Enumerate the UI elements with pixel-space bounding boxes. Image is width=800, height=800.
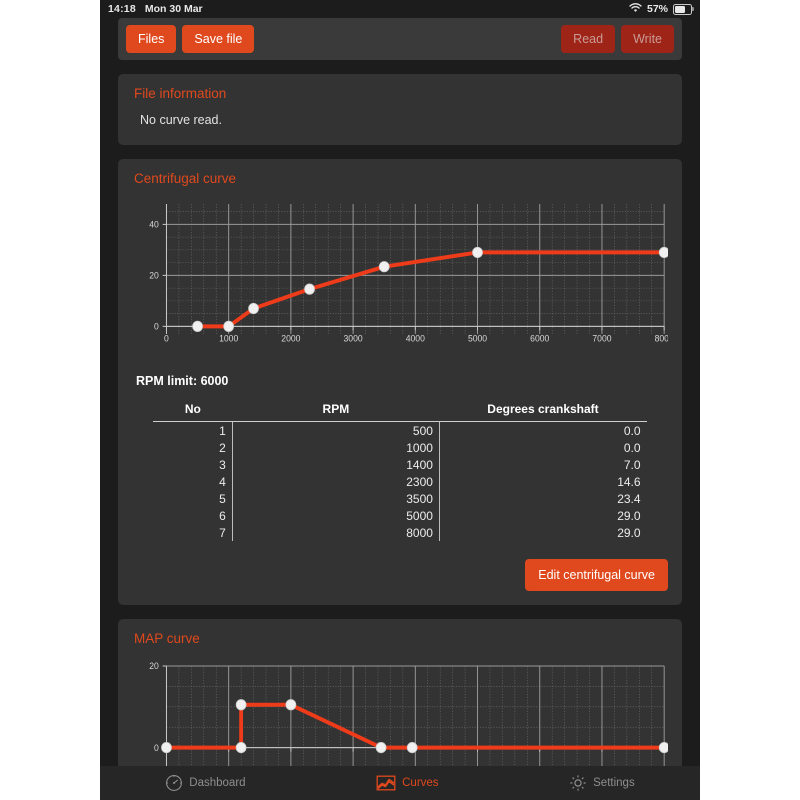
- app-root: 14:18 Mon 30 Mar 57% Files Save file Rea…: [100, 0, 700, 800]
- chart-axes: [162, 204, 665, 334]
- tab-dashboard[interactable]: Dashboard: [165, 774, 246, 792]
- chart-tick-labels: 0 20: [149, 661, 159, 753]
- table-row: 4 2300 14.6: [153, 473, 647, 490]
- tab-curves-label: Curves: [402, 777, 439, 789]
- edit-button-row: Edit centrifugal curve: [132, 559, 668, 591]
- cell-rpm: 2300: [231, 473, 440, 490]
- centrifugal-chart[interactable]: 0 1000 2000 3000 4000 5000 6000 7000 8000 0 20 40: [132, 196, 668, 366]
- svg-text:4000: 4000: [406, 333, 425, 343]
- svg-text:40: 40: [149, 219, 159, 229]
- table-row: 7 8000 29.0: [153, 524, 647, 541]
- cell-no: 1: [219, 423, 226, 438]
- status-bar: 14:18 Mon 30 Mar 57%: [100, 0, 700, 18]
- svg-text:20: 20: [149, 661, 159, 671]
- cell-no: 3: [219, 457, 226, 472]
- svg-text:1000: 1000: [219, 333, 238, 343]
- tab-settings-label: Settings: [593, 777, 635, 789]
- tab-settings[interactable]: Settings: [569, 774, 635, 792]
- battery-percent: 57%: [646, 3, 668, 15]
- svg-text:0: 0: [154, 743, 159, 753]
- map-curve-panel: MAP curve 0 20: [118, 619, 682, 790]
- cell-deg: 29.0: [438, 507, 647, 524]
- centrifugal-curve-table: No RPM Degrees crankshaft 1 500 0.0 2 1000 0.…: [153, 402, 647, 541]
- cell-no: 6: [219, 508, 226, 523]
- cell-rpm: 5000: [231, 507, 440, 524]
- file-information-panel: File information No curve read.: [118, 74, 682, 145]
- chart-series-line: [195, 250, 667, 329]
- files-button[interactable]: Files: [126, 24, 177, 54]
- cell-no: 2: [219, 440, 226, 455]
- gear-icon: [569, 774, 587, 792]
- centrifugal-curve-title: Centrifugal curve: [134, 171, 237, 186]
- cell-deg: 14.6: [438, 473, 647, 490]
- cell-rpm: 3500: [231, 490, 440, 507]
- map-curve-title: MAP curve: [134, 631, 200, 646]
- tab-curves[interactable]: Curves: [376, 774, 439, 792]
- svg-text:20: 20: [149, 270, 159, 280]
- table-row: 5 3500 23.4: [153, 490, 647, 507]
- svg-text:3000: 3000: [344, 333, 363, 343]
- file-information-body: No curve read.: [140, 113, 222, 127]
- svg-text:8000: 8000: [655, 333, 668, 343]
- chart-data-points: [192, 246, 668, 332]
- table-row: 2 1000 0.0: [153, 439, 647, 456]
- table-header-row: No RPM Degrees crankshaft: [153, 402, 647, 422]
- bottom-tab-bar: Dashboard Curves Sett: [100, 766, 700, 800]
- chart-tick-labels: 0 1000 2000 3000 4000 5000 6000 7000 8000 0 20 40: [149, 219, 668, 343]
- cell-deg: 0.0: [438, 421, 647, 439]
- tab-dashboard-label: Dashboard: [189, 777, 246, 789]
- svg-text:2000: 2000: [281, 333, 300, 343]
- svg-text:6000: 6000: [530, 333, 549, 343]
- cell-no: 5: [219, 491, 226, 506]
- curve-chart-icon: [376, 774, 396, 792]
- column-header-no: No: [153, 402, 233, 422]
- write-button[interactable]: Write: [621, 24, 674, 54]
- cell-rpm: 8000: [231, 524, 440, 541]
- cell-deg: 7.0: [438, 456, 647, 473]
- gauge-icon: [165, 774, 183, 792]
- file-information-title: File information: [134, 86, 227, 101]
- save-file-button[interactable]: Save file: [182, 24, 255, 54]
- status-time: 14:18: [108, 3, 136, 15]
- battery-icon: [673, 3, 694, 15]
- status-date: Mon 30 Mar: [144, 3, 203, 15]
- table-row: 6 5000 29.0: [153, 507, 647, 524]
- rpm-limit-label: RPM limit: 6000: [136, 374, 229, 388]
- cell-deg: 23.4: [438, 490, 647, 507]
- cell-deg: 29.0: [438, 524, 647, 541]
- cell-rpm: 1000: [231, 439, 440, 456]
- column-header-deg: Degrees crankshaft: [439, 402, 647, 422]
- cell-deg: 0.0: [438, 439, 647, 456]
- cell-no: 7: [219, 525, 226, 540]
- svg-text:5000: 5000: [468, 333, 487, 343]
- main-toolbar: Files Save file Read Write: [118, 18, 682, 60]
- column-header-rpm: RPM: [232, 402, 440, 422]
- table-row: 3 1400 7.0: [153, 456, 647, 473]
- svg-text:7000: 7000: [592, 333, 611, 343]
- map-chart[interactable]: 0 20: [132, 656, 668, 776]
- cell-no: 4: [219, 474, 226, 489]
- cell-rpm: 500: [231, 421, 440, 439]
- table-row: 1 500 0.0: [153, 421, 647, 439]
- cell-rpm: 1400: [231, 456, 440, 473]
- svg-text:0: 0: [164, 333, 169, 343]
- chart-gridlines: [165, 204, 665, 334]
- centrifugal-curve-panel: Centrifugal curve 0 1000 2000 3000 4000 5000 6…: [118, 159, 682, 605]
- chart-data-points: [161, 699, 668, 754]
- svg-text:0: 0: [154, 321, 159, 331]
- edit-centrifugal-curve-button[interactable]: Edit centrifugal curve: [525, 559, 668, 591]
- status-right-group: 57%: [629, 2, 694, 16]
- wifi-icon: [629, 2, 642, 16]
- read-button[interactable]: Read: [561, 24, 616, 54]
